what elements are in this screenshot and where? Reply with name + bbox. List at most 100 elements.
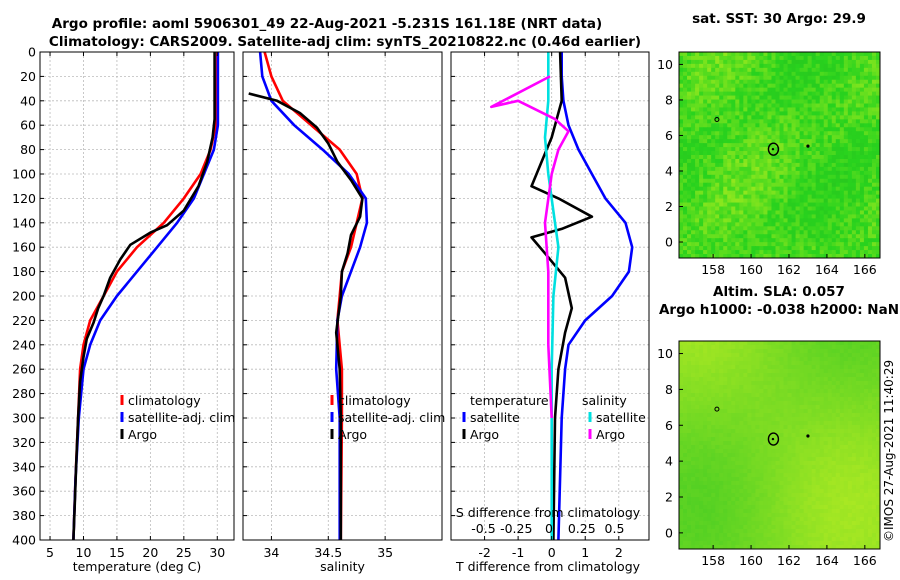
heatmap-cell: [795, 389, 800, 394]
heatmap-cell: [687, 63, 692, 69]
heatmap-cell: [823, 170, 829, 176]
heatmap-cell: [735, 182, 740, 188]
heatmap-cell: [867, 131, 873, 136]
heatmap-cell: [763, 445, 768, 450]
heatmap-cell: [811, 119, 817, 124]
heatmap-cell: [855, 377, 861, 382]
heatmap-cell: [751, 385, 756, 390]
heatmap-cell: [759, 401, 764, 406]
heatmap-cell: [715, 63, 720, 69]
heatmap-cell: [823, 493, 829, 498]
heatmap-cell: [847, 111, 853, 116]
heatmap-cell: [711, 445, 716, 450]
island-marker: [714, 116, 720, 122]
heatmap-cell: [715, 139, 720, 144]
heatmap-cell: [811, 75, 817, 81]
heatmap-cell: [719, 489, 724, 494]
y-tick-label: 200: [12, 289, 36, 304]
heatmap-cell: [855, 210, 861, 215]
heatmap-cell: [783, 131, 788, 136]
heatmap-cell: [835, 433, 841, 438]
heatmap-cell: [835, 174, 841, 180]
heatmap-cell: [839, 206, 845, 211]
heatmap-cell: [747, 246, 752, 251]
heatmap-cell: [723, 95, 728, 100]
heatmap-cell: [683, 389, 688, 394]
heatmap-cell: [835, 242, 841, 247]
heatmap-cell: [759, 461, 764, 466]
heatmap-cell: [695, 143, 700, 148]
heatmap-cell: [783, 107, 788, 112]
heatmap-cell: [787, 55, 792, 61]
heatmap-cell: [719, 457, 724, 462]
heatmap-cell: [755, 182, 760, 188]
heatmap-cell: [867, 469, 873, 474]
heatmap-cell: [783, 369, 788, 374]
legend-label: Argo: [596, 427, 625, 442]
heatmap-cell: [871, 341, 877, 346]
heatmap-cell: [715, 87, 720, 93]
heatmap-cell: [835, 127, 841, 132]
heatmap-cell: [767, 139, 772, 144]
heatmap-cell: [683, 481, 688, 486]
heatmap-cell: [767, 166, 772, 172]
heatmap-cell: [875, 365, 881, 370]
heatmap-cell: [763, 345, 768, 350]
heatmap-cell: [727, 357, 732, 362]
heatmap-cell: [727, 63, 732, 69]
heatmap-cell: [699, 147, 704, 152]
heatmap-cell: [799, 210, 805, 215]
heatmap-cell: [803, 115, 809, 120]
heatmap-cell: [831, 143, 837, 148]
heatmap-cell: [699, 445, 704, 450]
heatmap-cell: [819, 147, 825, 152]
heatmap-cell: [855, 155, 861, 160]
heatmap-cell: [723, 489, 728, 494]
heatmap-cell: [747, 119, 752, 124]
heatmap-cell: [851, 107, 857, 112]
heatmap-cell: [763, 373, 768, 378]
heatmap-cell: [847, 218, 853, 223]
heatmap-cell: [723, 131, 728, 136]
heatmap-cell: [775, 345, 780, 350]
heatmap-cell: [687, 182, 692, 188]
y-tick-label: 240: [12, 337, 36, 352]
heatmap-cell: [843, 457, 849, 462]
heatmap-cell: [855, 123, 861, 128]
heatmap-cell: [791, 238, 796, 243]
heatmap-cell: [735, 107, 740, 112]
heatmap-cell: [823, 365, 829, 370]
heatmap-cell: [867, 87, 873, 93]
heatmap-cell: [707, 385, 712, 390]
heatmap-cell: [851, 405, 857, 410]
heatmap-cell: [807, 501, 813, 506]
heatmap-cell: [739, 230, 744, 235]
heatmap-cell: [787, 409, 792, 414]
heatmap-cell: [683, 417, 688, 422]
heatmap-cell: [743, 151, 748, 156]
heatmap-cell: [791, 425, 796, 430]
x-tick-label: 34.5: [314, 545, 342, 560]
heatmap-cell: [727, 377, 732, 382]
heatmap-cell: [751, 206, 756, 211]
heatmap-cell: [747, 501, 752, 506]
heatmap-cell: [775, 158, 780, 164]
heatmap-cell: [691, 405, 696, 410]
heatmap-cell: [707, 254, 712, 259]
heatmap-cell: [811, 238, 817, 243]
heatmap-cell: [875, 103, 881, 108]
heatmap-cell: [779, 71, 784, 77]
heatmap-cell: [771, 222, 776, 227]
heatmap-cell: [847, 477, 853, 482]
heatmap-cell: [691, 385, 696, 390]
heatmap-cell: [831, 409, 837, 414]
heatmap-cell: [831, 250, 837, 255]
heatmap-cell: [863, 453, 869, 458]
heatmap-cell: [771, 59, 776, 65]
heatmap-cell: [747, 143, 752, 148]
heatmap-cell: [767, 425, 772, 430]
heatmap-cell: [719, 246, 724, 251]
heatmap-cell: [695, 242, 700, 247]
heatmap-cell: [811, 198, 817, 203]
heatmap-cell: [755, 413, 760, 418]
